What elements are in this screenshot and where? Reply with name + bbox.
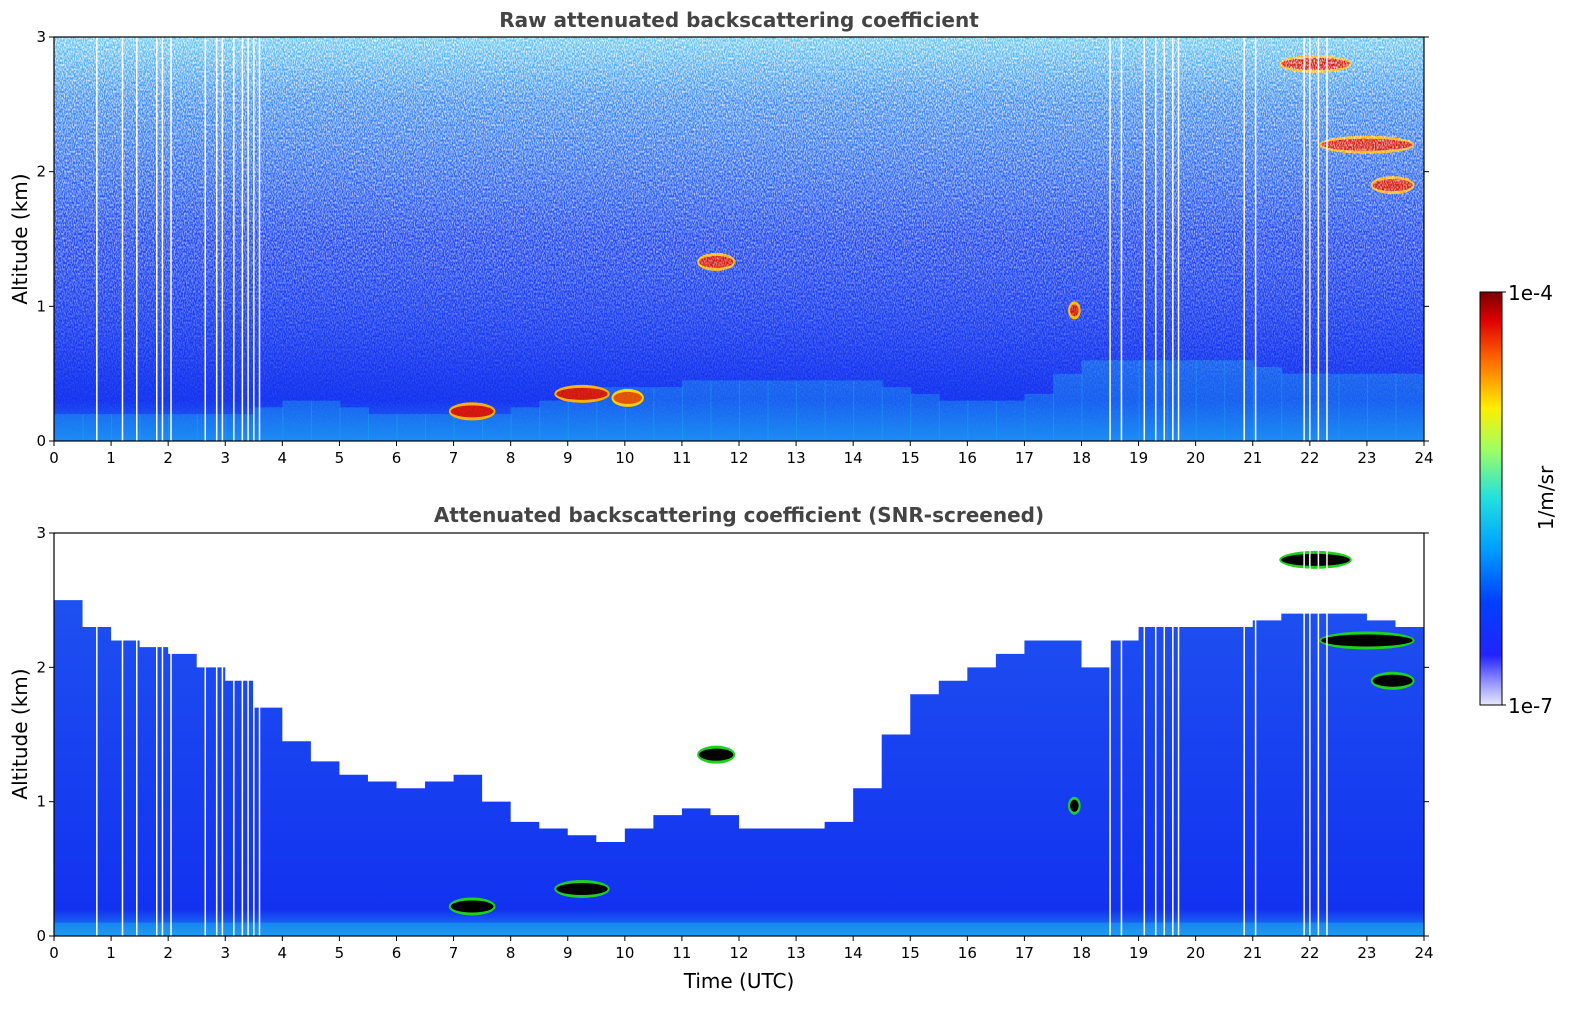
screened-x-tick-label: 1 (106, 944, 116, 962)
screened-x-tick-label: 8 (506, 944, 516, 962)
raw-y-axis-label: Altitude (km) (8, 173, 32, 304)
screened-missing-profiles (96, 533, 1328, 936)
screened-x-tick-label: 19 (1129, 944, 1148, 962)
raw-x-tick-label: 2 (163, 449, 173, 467)
screened-x-tick-label: 9 (563, 944, 573, 962)
screened-panel-title: Attenuated backscattering coefficient (S… (434, 503, 1044, 527)
raw-x-tick-label: 18 (1072, 449, 1091, 467)
raw-x-axis: 0 1 2 3 4 5 6 7 8 9 10 11 12 13 14 15 16 17 18 19 20 21 22 23 24 (49, 441, 1434, 467)
screened-panel: Attenuated backscattering coefficient (S… (8, 503, 1434, 993)
raw-y-tick-label: 0 (36, 432, 46, 450)
screened-cloud-core (1070, 799, 1079, 812)
screened-x-tick-label: 20 (1186, 944, 1205, 962)
raw-y-tick-label: 3 (36, 28, 46, 46)
screened-x-tick-label: 14 (844, 944, 863, 962)
raw-x-tick-label: 3 (220, 449, 230, 467)
screened-x-tick-label: 0 (49, 944, 59, 962)
screened-x-axis: 0 1 2 3 4 5 6 7 8 9 10 11 12 13 14 15 16 17 18 19 20 21 22 23 24 (49, 936, 1434, 962)
raw-x-tick-label: 4 (278, 449, 288, 467)
screened-surface-band (54, 922, 1424, 936)
screened-x-tick-label: 11 (672, 944, 691, 962)
screened-y-axis: 0 1 2 3 (36, 524, 1429, 945)
screened-x-tick-label: 13 (787, 944, 806, 962)
colorbar: 1e-4 1e-7 1/m/sr (1479, 281, 1558, 718)
screened-x-tick-label: 22 (1300, 944, 1319, 962)
raw-x-tick-label: 8 (506, 449, 516, 467)
raw-y-tick-label: 2 (36, 163, 46, 181)
colorbar-min-label: 1e-7 (1508, 694, 1553, 718)
raw-y-axis: 0 1 2 3 (36, 28, 1429, 450)
screened-cloud-core (1281, 553, 1350, 566)
screened-x-tick-label: 3 (220, 944, 230, 962)
screened-x-tick-label: 2 (163, 944, 173, 962)
raw-x-tick-label: 0 (49, 449, 59, 467)
raw-noise-overlay (54, 37, 1424, 441)
x-axis-label: Time (UTC) (683, 969, 795, 993)
raw-x-tick-label: 11 (672, 449, 691, 467)
colorbar-max-label: 1e-4 (1508, 281, 1553, 305)
raw-x-tick-label: 20 (1186, 449, 1205, 467)
screened-y-tick-label: 3 (36, 524, 46, 542)
screened-x-tick-label: 23 (1357, 944, 1376, 962)
screened-x-tick-label: 24 (1414, 944, 1433, 962)
raw-x-tick-label: 22 (1300, 449, 1319, 467)
raw-x-tick-label: 6 (392, 449, 402, 467)
screened-y-tick-label: 1 (36, 793, 46, 811)
raw-x-tick-label: 5 (335, 449, 345, 467)
raw-y-tick-label: 1 (36, 297, 46, 315)
raw-x-tick-label: 15 (901, 449, 920, 467)
screened-y-axis-label: Altitude (km) (8, 668, 32, 799)
raw-x-tick-label: 12 (729, 449, 748, 467)
screened-x-tick-label: 21 (1243, 944, 1262, 962)
screened-x-tick-label: 10 (615, 944, 634, 962)
raw-x-tick-label: 19 (1129, 449, 1148, 467)
raw-x-tick-label: 24 (1414, 449, 1433, 467)
raw-x-tick-label: 7 (449, 449, 459, 467)
screened-x-tick-label: 6 (392, 944, 402, 962)
screened-x-tick-label: 12 (729, 944, 748, 962)
raw-x-tick-label: 17 (1015, 449, 1034, 467)
screened-cloud-core (1321, 634, 1413, 647)
screened-y-tick-label: 0 (36, 927, 46, 945)
screened-heatmap-marks (54, 550, 1424, 936)
screened-cloud-core (699, 748, 734, 761)
raw-x-tick-label: 10 (615, 449, 634, 467)
screened-cloud-core (1372, 674, 1413, 687)
raw-x-tick-label: 14 (844, 449, 863, 467)
raw-x-tick-label: 23 (1357, 449, 1376, 467)
screened-x-tick-label: 17 (1015, 944, 1034, 962)
screened-x-tick-label: 15 (901, 944, 920, 962)
raw-x-tick-label: 13 (787, 449, 806, 467)
colorbar-gradient (1479, 291, 1503, 706)
raw-panel: Raw attenuated backscattering coefficien… (8, 8, 1434, 467)
screened-y-tick-label: 2 (36, 658, 46, 676)
raw-x-tick-label: 1 (106, 449, 116, 467)
screened-x-tick-label: 16 (958, 944, 977, 962)
raw-x-tick-label: 16 (958, 449, 977, 467)
screened-x-tick-label: 7 (449, 944, 459, 962)
raw-missing-profiles (96, 37, 1328, 441)
screened-valid-region (54, 600, 1424, 936)
screened-cloud-core (556, 882, 608, 895)
raw-panel-title: Raw attenuated backscattering coefficien… (499, 8, 979, 32)
screened-x-tick-label: 4 (278, 944, 288, 962)
raw-x-tick-label: 21 (1243, 449, 1262, 467)
screened-x-tick-label: 18 (1072, 944, 1091, 962)
screened-cloud-core (450, 900, 494, 913)
raw-x-tick-label: 9 (563, 449, 573, 467)
screened-x-tick-label: 5 (335, 944, 345, 962)
colorbar-unit-label: 1/m/sr (1534, 465, 1558, 530)
